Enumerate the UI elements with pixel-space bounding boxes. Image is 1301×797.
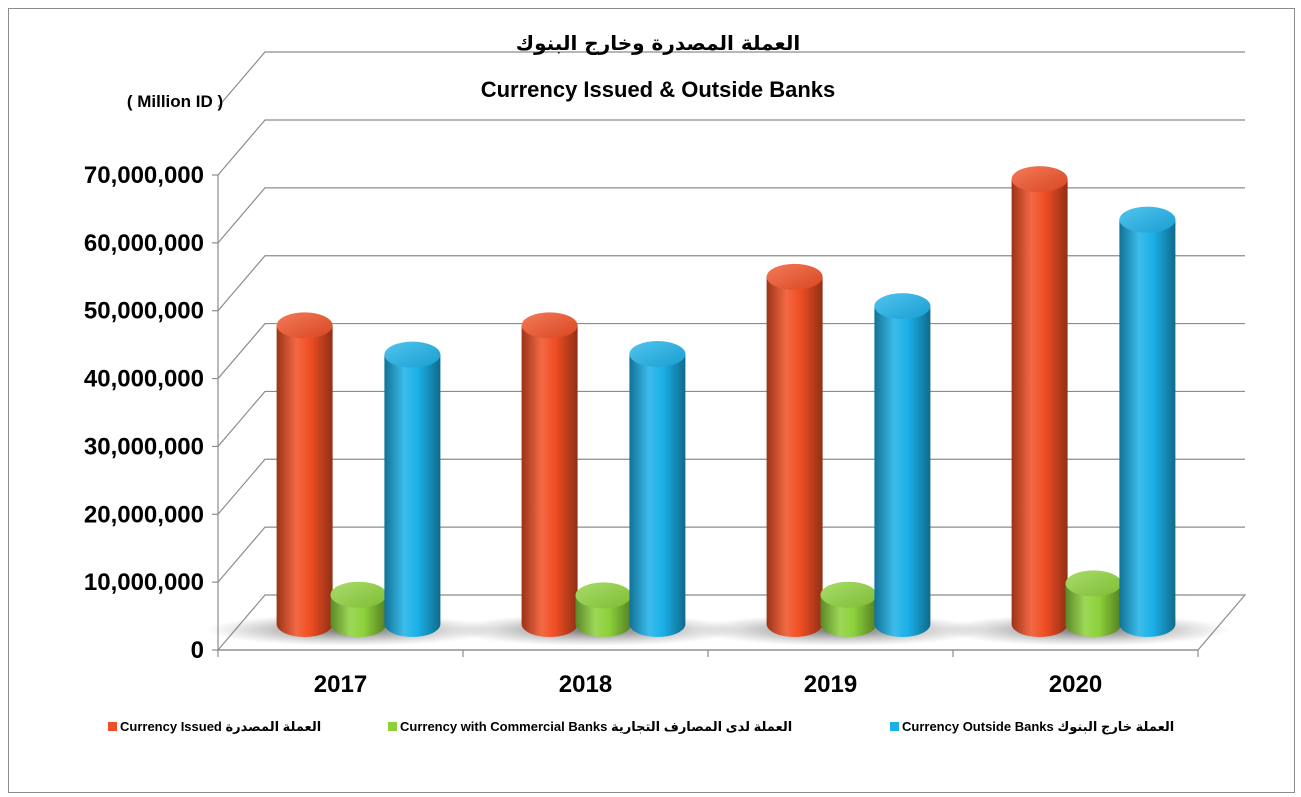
x-tick-label: 2020 xyxy=(1049,671,1102,698)
y-tick-label: 30,000,000 xyxy=(84,433,204,460)
bar xyxy=(384,341,441,637)
y-tick-label: 70,000,000 xyxy=(84,162,204,189)
x-tick-label: 2018 xyxy=(559,671,612,698)
bar-body xyxy=(629,354,686,637)
x-tick-label: 2019 xyxy=(804,671,857,698)
bar xyxy=(575,582,632,637)
chart-subtitle: Currency Issued & Outside Banks xyxy=(481,77,836,102)
bar-top xyxy=(1065,570,1122,597)
chart-title: العملة المصدرة وخارج البنوك xyxy=(516,31,800,55)
bar-top xyxy=(384,341,441,368)
bar xyxy=(521,312,578,637)
bar-top xyxy=(521,312,578,339)
legend-label: Currency Outside Banks العملة خارج البنو… xyxy=(902,719,1174,735)
y-tick-label: 40,000,000 xyxy=(84,366,204,393)
bar-body xyxy=(766,276,823,637)
bar xyxy=(276,312,333,637)
gridline xyxy=(217,187,1245,244)
bar-top xyxy=(1011,166,1068,193)
bar-body xyxy=(276,325,333,637)
legend-swatch xyxy=(388,722,397,731)
bar-top xyxy=(629,341,686,368)
bar xyxy=(874,293,931,637)
y-tick-label: 20,000,000 xyxy=(84,501,204,528)
bar-top xyxy=(1119,206,1176,233)
bar-body xyxy=(1011,179,1068,638)
legend: Currency Issued العملة المصدرة Currency w… xyxy=(108,719,1174,735)
gridline xyxy=(217,119,1245,176)
bar-top xyxy=(276,312,333,339)
bar-top xyxy=(766,263,823,290)
gridline xyxy=(217,255,1245,312)
bar-top xyxy=(575,582,632,609)
y-tick-label: 60,000,000 xyxy=(84,230,204,257)
x-tick-label: 2017 xyxy=(314,671,367,698)
bar-body xyxy=(1119,219,1176,637)
bar xyxy=(766,263,823,637)
bar xyxy=(1119,206,1176,637)
y-tick-label: 50,000,000 xyxy=(84,298,204,325)
bar-body xyxy=(384,354,441,637)
bar xyxy=(1065,570,1122,637)
gridline xyxy=(217,390,1245,447)
bar-top xyxy=(874,293,931,320)
bar xyxy=(1011,166,1068,638)
bar-top xyxy=(820,581,877,608)
gridline xyxy=(217,51,1245,108)
unit-label: ( Million ID ) xyxy=(127,92,223,111)
y-tick-label: 10,000,000 xyxy=(84,569,204,596)
legend-swatch xyxy=(890,722,899,731)
legend-label: Currency Issued العملة المصدرة xyxy=(120,719,321,734)
bar-body xyxy=(1065,583,1122,637)
gridline xyxy=(217,458,1245,515)
bar-body xyxy=(521,325,578,637)
bar xyxy=(820,581,877,637)
side-wall xyxy=(218,120,265,650)
bar xyxy=(629,341,686,637)
legend-label: Currency with Commercial Banks العملة لد… xyxy=(400,719,792,734)
gridline xyxy=(217,322,1245,379)
y-tick-label: 0 xyxy=(191,637,204,664)
bar-body xyxy=(874,306,931,637)
bar-top xyxy=(330,581,387,608)
bar xyxy=(330,581,387,637)
legend-swatch xyxy=(108,722,117,731)
